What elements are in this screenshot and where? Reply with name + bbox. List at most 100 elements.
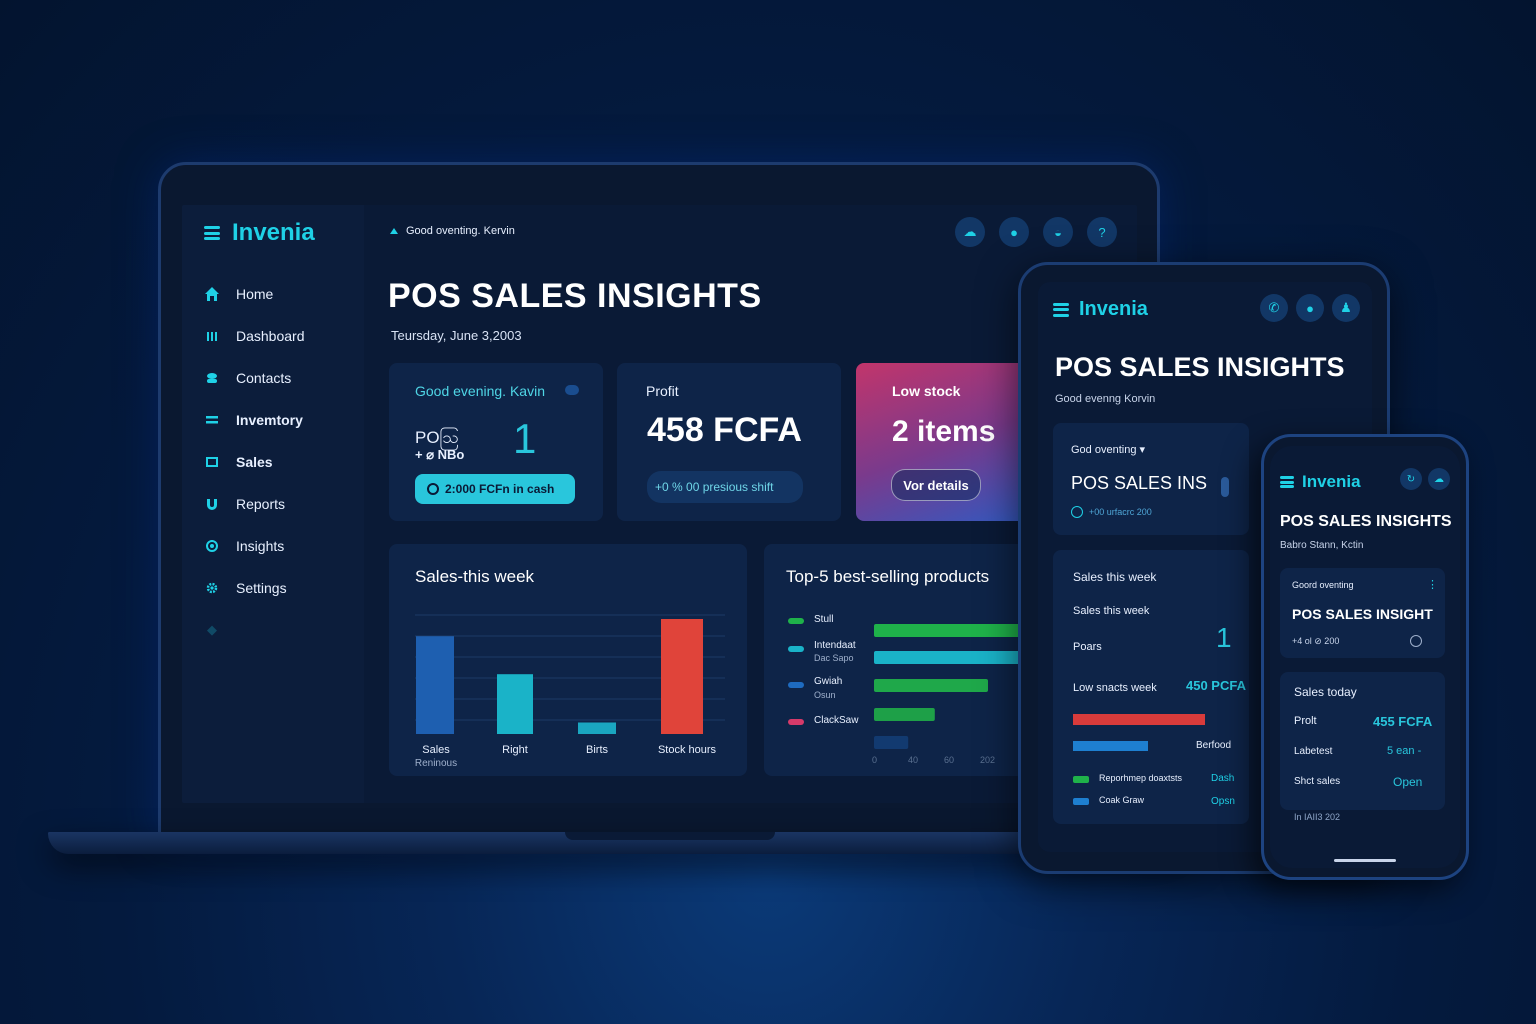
phone-icon[interactable]: ✆	[1260, 294, 1288, 322]
card-title: Top-5 best-selling products	[786, 567, 990, 586]
sidebar-item-settings[interactable]: Settings	[204, 567, 305, 609]
contacts-icon	[204, 370, 220, 386]
topbar-greeting: Good oventing. Kervin	[390, 225, 515, 237]
open-link[interactable]: Open	[1393, 775, 1423, 789]
low-label: Low snacts week	[1073, 682, 1157, 694]
insights-icon	[204, 538, 220, 554]
progress-bar-red	[1073, 714, 1205, 725]
home-indicator[interactable]	[1334, 859, 1396, 862]
legend-link[interactable]: Dash	[1211, 773, 1235, 784]
sidebar-item-label: Settings	[236, 580, 287, 596]
sales-icon	[204, 454, 220, 470]
laptop-base	[48, 832, 1198, 854]
sidebar-item-dashboard[interactable]: Dashboard	[204, 315, 305, 357]
page-title: POS SALES INSIGHTS	[388, 277, 762, 315]
card-title: Sales this week	[1073, 570, 1157, 584]
scroll-handle[interactable]	[1221, 477, 1229, 497]
greeting-card: Good evening. Kavin POဩ + ⌀ NBo 1 2:000 …	[389, 363, 603, 521]
view-details-button[interactable]: Vor details	[891, 469, 981, 501]
card-title: Profit	[646, 383, 679, 399]
phone-greeting-card: Goord oventing ⋮ POS SALES INSIGHT +4 ol…	[1280, 568, 1445, 658]
refresh-icon[interactable]: ↻	[1400, 468, 1422, 490]
laptop-screen: Invenia Home Dashboard Contacts	[182, 205, 1137, 803]
card-sub: +4 ol ⊘ 200	[1292, 636, 1340, 646]
legend-label: Gwiah	[814, 676, 843, 687]
sidebar-item-label: Invemtory	[236, 412, 303, 428]
page-subtitle: Good evenng Korvin	[1055, 393, 1156, 405]
poars-value: 1	[1216, 622, 1232, 653]
poars-label: Poars	[1073, 641, 1102, 653]
bar-stock-hours	[661, 619, 703, 734]
legend-swatch	[788, 646, 804, 652]
card-title: Low stock	[892, 383, 961, 399]
phone-screen: Invenia ↻ ☁ POS SALES INSIGHTS Babro Sta…	[1270, 446, 1460, 868]
profile-icon[interactable]: ♟	[1332, 294, 1360, 322]
toggle-icon[interactable]	[565, 385, 579, 395]
product-bar-2	[874, 651, 1026, 664]
more-icon[interactable]: ⋮	[1427, 579, 1438, 591]
legend-link[interactable]: Opsn	[1211, 796, 1235, 807]
clock-icon	[427, 483, 439, 495]
bar-right	[497, 674, 533, 734]
legend-label: Stull	[814, 614, 834, 625]
row-label: Labetest	[1294, 746, 1333, 757]
chat-icon[interactable]: ◒	[1043, 217, 1073, 247]
sidebar-item-home[interactable]: Home	[204, 273, 305, 315]
app-logo: Invenia	[1302, 472, 1361, 491]
menu-icon[interactable]	[204, 226, 220, 240]
tablet-top-icons: ✆ ● ♟	[1260, 294, 1360, 322]
menu-icon[interactable]	[1053, 302, 1069, 317]
radio-icon[interactable]	[1071, 506, 1083, 518]
card-heading: POS SALES INS	[1071, 473, 1208, 493]
product-bar-4	[874, 708, 935, 721]
laptop-notch	[565, 832, 775, 840]
low-stock-value: 2 items	[892, 415, 996, 448]
row-label: Prolt	[1294, 715, 1317, 727]
legend-swatch	[1073, 776, 1089, 783]
sidebar: Invenia Home Dashboard Contacts	[182, 205, 364, 803]
phone-sales-card: Sales today Prolt 455 FCFA Labetest 5 ea…	[1280, 672, 1445, 810]
user-icon[interactable]: ●	[1296, 294, 1324, 322]
phone-logo-row: Invenia	[1280, 472, 1361, 492]
row-value: 455 FCFA	[1373, 714, 1433, 729]
x-axis-tick: 40	[908, 755, 919, 765]
legend-swatch	[788, 618, 804, 624]
card-title: Good evening. Kavin	[415, 383, 545, 399]
cloud-icon[interactable]: ☁	[1428, 468, 1450, 490]
x-axis-tick: 202	[980, 755, 996, 765]
pos-count: 1	[513, 415, 537, 462]
product-bar-5	[874, 736, 909, 749]
bars-icon	[204, 328, 220, 344]
row-value: 5 ean -	[1387, 745, 1422, 757]
sidebar-item-inventory[interactable]: Invemtory	[204, 399, 305, 441]
x-tick-label: Sales	[422, 744, 450, 756]
low-value: 450 PCFA	[1186, 678, 1246, 693]
inventory-icon	[204, 412, 220, 428]
legend-swatch	[1073, 798, 1089, 805]
card-heading: POS SALES INSIGHT	[1292, 606, 1433, 622]
profit-change-pill: +0 % 00 presious shift	[647, 471, 803, 503]
sidebar-item-insights[interactable]: Insights	[204, 525, 305, 567]
cash-badge[interactable]: 2:000 FCFn in cash	[415, 474, 575, 504]
tablet-logo-row: Invenia	[1053, 298, 1148, 321]
legend-swatch	[788, 682, 804, 688]
menu-icon[interactable]	[1280, 476, 1294, 488]
cloud-icon[interactable]: ☁	[955, 217, 985, 247]
sidebar-nav: Home Dashboard Contacts Invemtory	[204, 273, 305, 651]
help-icon[interactable]: ?	[1087, 217, 1117, 247]
pos-label: POဩ	[415, 428, 459, 447]
berfood-label: Berfood	[1196, 740, 1232, 751]
pos-sub-label: + ⌀ NBo	[415, 447, 465, 462]
legend-label: ClackSaw	[814, 715, 859, 726]
triangle-icon	[390, 228, 398, 234]
radio-icon[interactable]	[1410, 635, 1422, 647]
sidebar-item-sales[interactable]: Sales	[204, 441, 305, 483]
top-products-card: Top-5 best-selling products Stull Intend…	[764, 544, 1064, 776]
notification-icon[interactable]: ●	[999, 217, 1029, 247]
card-sub: +00 urfacrc 200	[1089, 507, 1152, 517]
legend-label: Reporhmep doaxtsts	[1099, 773, 1183, 783]
sidebar-item-contacts[interactable]: Contacts	[204, 357, 305, 399]
row-label: Shct sales	[1294, 776, 1341, 787]
sidebar-item-reports[interactable]: Reports	[204, 483, 305, 525]
card-title: Goord oventing	[1292, 580, 1354, 590]
